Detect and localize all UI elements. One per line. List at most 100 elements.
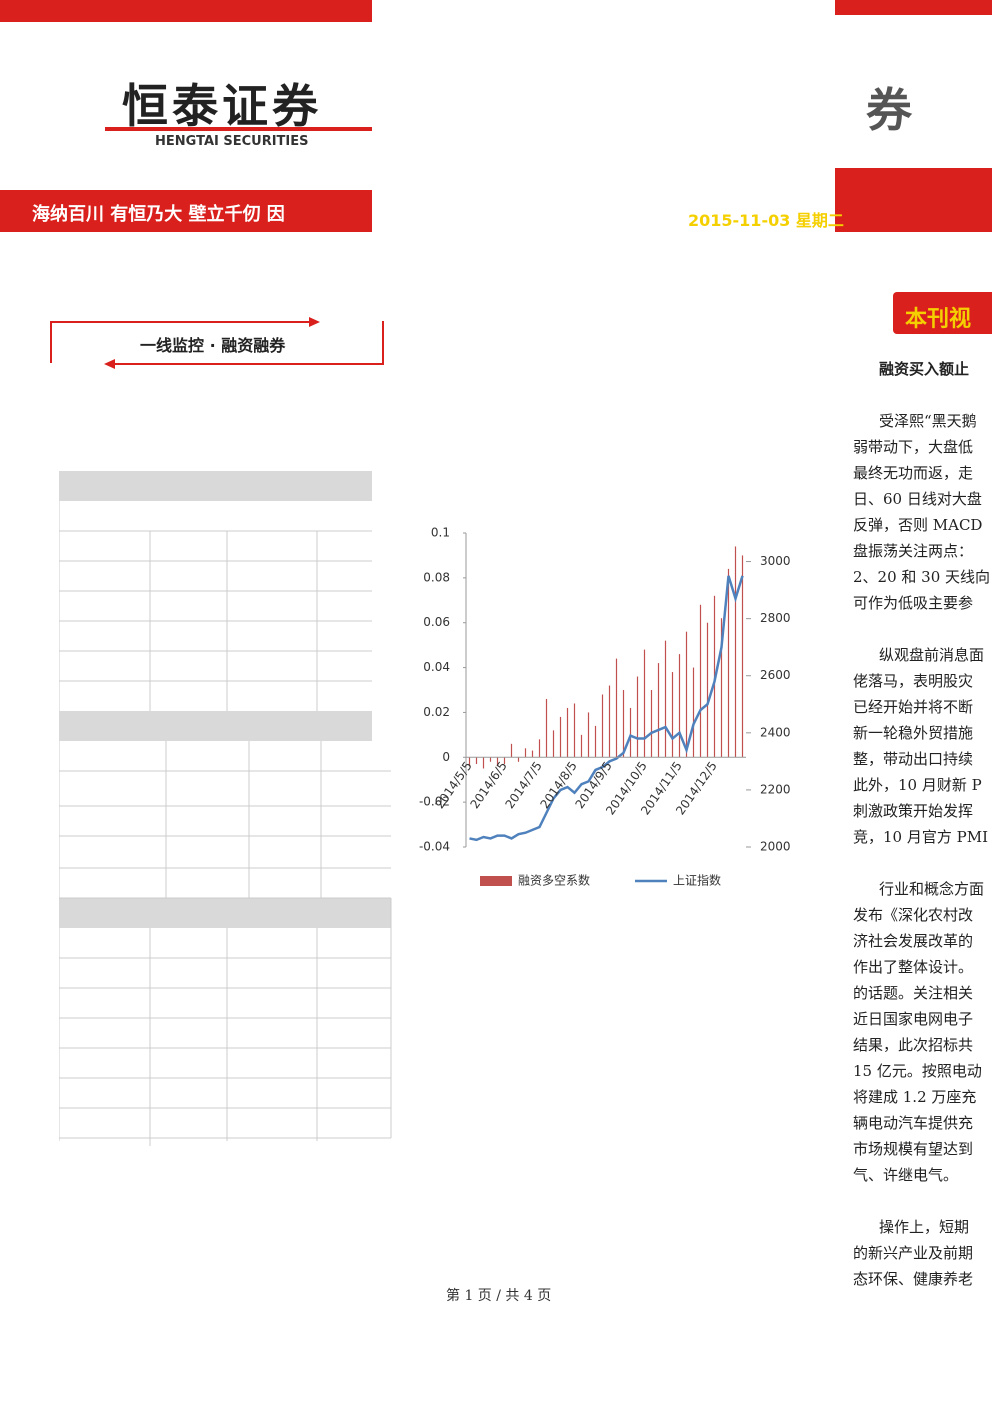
- text-line: 已经开始并将不断: [853, 698, 974, 716]
- y-tick-label: 0: [442, 750, 450, 764]
- y2-tick-label: 2800: [760, 611, 791, 625]
- bar: [720, 618, 723, 758]
- section-frame: [50, 317, 384, 369]
- bar: [503, 757, 506, 765]
- sidebar-headline: 融资买入额止: [879, 360, 970, 378]
- slogan-band-right: [835, 168, 992, 232]
- text-line: 最终无功而返，走: [853, 464, 974, 482]
- logo-en: HENGTAI SECURITIES: [155, 134, 309, 149]
- text-line: 整，带动出口持续: [853, 750, 974, 768]
- legend-label: 融资多空系数: [518, 873, 590, 888]
- text-line: 此外，10 月财新 P: [853, 776, 982, 794]
- logo-underline: [105, 127, 372, 131]
- chart: -0.04 -0.02 0 0.02 0.04 0.06 0.08 0.1 2000 2200 24…: [419, 526, 791, 888]
- bar: [573, 703, 576, 758]
- bar: [706, 622, 709, 758]
- text-line: 刺激政策开始发挥: [853, 802, 974, 820]
- text-line: 2、20 和 30 天线向: [853, 568, 991, 586]
- bar: [496, 757, 499, 767]
- bar: [587, 712, 590, 758]
- bar: [692, 667, 695, 758]
- bar: [510, 743, 513, 758]
- section-title: 一线监控 · 融资融券: [140, 336, 286, 355]
- line-series: [469, 575, 744, 842]
- sidebar-tab: 本刊视: [893, 292, 992, 334]
- bar: [601, 694, 604, 758]
- text-line: 新一轮稳外贸措施: [853, 724, 974, 742]
- bar: [678, 654, 681, 758]
- text-line: 的新兴产业及前期: [853, 1244, 974, 1262]
- slogan: 海纳百川 有恒乃大 壁立千仞 因: [32, 204, 285, 225]
- y2-tick-label: 2400: [760, 725, 791, 739]
- text-line: 近日国家电网电子: [853, 1010, 974, 1028]
- y2-tick-label: 2000: [760, 840, 791, 854]
- bar: [468, 757, 471, 767]
- top-bar-right: [835, 0, 992, 15]
- text-line: 佬落马，表明股灾: [853, 672, 974, 690]
- bar: [636, 676, 639, 758]
- page-number: 第 1 页 / 共 4 页: [446, 1288, 552, 1304]
- bar: [622, 690, 625, 758]
- bar: [643, 649, 646, 758]
- bar: [566, 707, 569, 758]
- bar: [559, 716, 562, 758]
- bar: [545, 698, 548, 758]
- text-line: 弱带动下，大盘低: [853, 438, 974, 456]
- text-line: 作出了整体设计。: [853, 958, 974, 976]
- logo-cn: 恒泰证券: [122, 79, 322, 133]
- y-tick-label: -0.02: [419, 795, 450, 809]
- y-tick-label: -0.04: [419, 840, 450, 854]
- slogan-band-left: 海纳百川 有恒乃大 壁立千仞 因: [0, 190, 372, 232]
- y-tick-label: 0.04: [423, 660, 450, 674]
- bar: [734, 546, 737, 758]
- bar: [482, 757, 485, 769]
- y2-tick-label: 3000: [760, 554, 791, 568]
- y-tick-label: 0.06: [423, 615, 450, 629]
- bar: [531, 750, 534, 758]
- top-bar-left: [0, 0, 372, 22]
- bar: [664, 640, 667, 758]
- text-line: 辆电动汽车提供充: [853, 1114, 974, 1132]
- bar: [475, 757, 478, 765]
- text-line: 发布《深化农村改: [853, 906, 974, 924]
- text-line: 操作上，短期: [879, 1218, 970, 1236]
- bar: [608, 685, 611, 758]
- bar: [580, 734, 583, 758]
- bar: [615, 658, 618, 758]
- y-tick-label: 0.02: [423, 705, 450, 719]
- bar: [594, 725, 597, 758]
- bar: [538, 739, 541, 758]
- text-line: 市场规模有望达到: [853, 1140, 974, 1158]
- text-line: 将建成 1.2 万座充: [853, 1088, 977, 1106]
- text-line: 15 亿元。按照电动: [853, 1062, 982, 1080]
- text-line: 济社会发展改革的: [853, 932, 974, 950]
- text-line: 竞，10 月官方 PMI: [853, 828, 989, 846]
- bar: [517, 757, 520, 762]
- text-line: 行业和概念方面: [879, 880, 985, 898]
- text-line: 可作为低吸主要参: [853, 594, 974, 612]
- legend-swatch: [480, 876, 512, 886]
- bar: [741, 555, 744, 758]
- y-tick-label: 0.1: [431, 526, 450, 540]
- bar: [657, 663, 660, 758]
- bar: [671, 672, 674, 758]
- bar: [524, 748, 527, 758]
- logo-right: 券: [866, 83, 912, 137]
- empty-table: [59, 471, 392, 1146]
- text-line: 态环保、健康养老: [853, 1270, 974, 1288]
- text-line: 气、许继电气。: [853, 1166, 959, 1184]
- y2-tick-label: 2600: [760, 668, 791, 682]
- sidebar-title: 本刊视: [905, 307, 972, 332]
- bar: [699, 604, 702, 758]
- bar: [650, 690, 653, 758]
- bar: [489, 757, 492, 762]
- text-line: 反弹，否则 MACD: [853, 516, 983, 534]
- text-line: 的话题。关注相关: [853, 984, 974, 1002]
- bar: [685, 631, 688, 758]
- bar: [629, 707, 632, 758]
- text-line: 日、60 日线对大盘: [853, 490, 982, 508]
- date: 2015-11-03 星期二: [688, 211, 844, 230]
- bar: [552, 730, 555, 758]
- text-line: 盘振荡关注两点：: [853, 542, 974, 560]
